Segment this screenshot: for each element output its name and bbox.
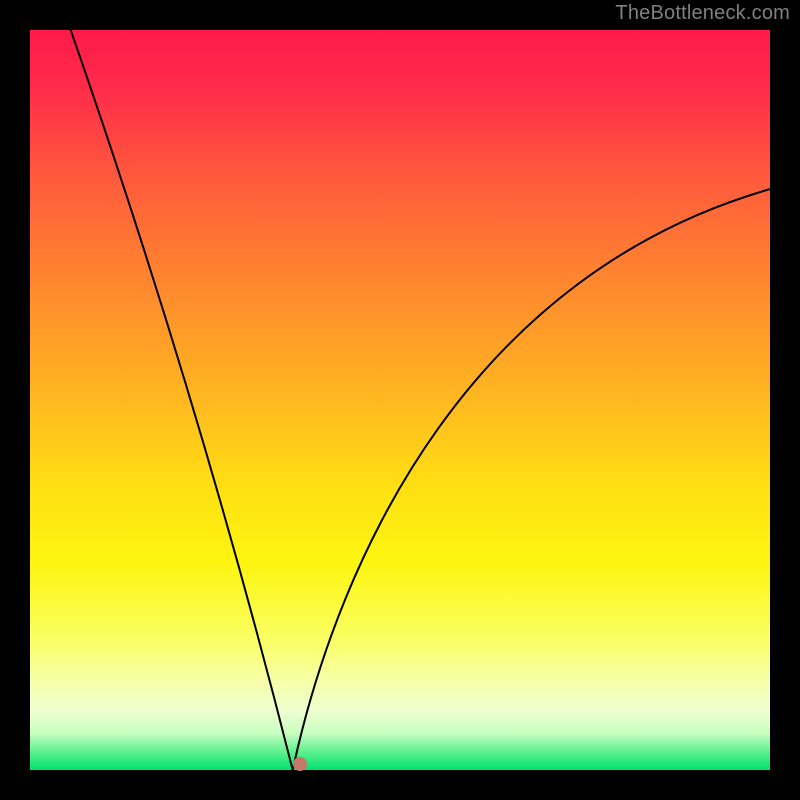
bottleneck-curve	[30, 30, 770, 770]
optimal-point-marker	[293, 757, 307, 771]
plot-area	[30, 30, 770, 770]
watermark-text: TheBottleneck.com	[615, 2, 790, 25]
curve-left-branch	[71, 30, 293, 770]
curve-right-branch	[293, 189, 770, 770]
